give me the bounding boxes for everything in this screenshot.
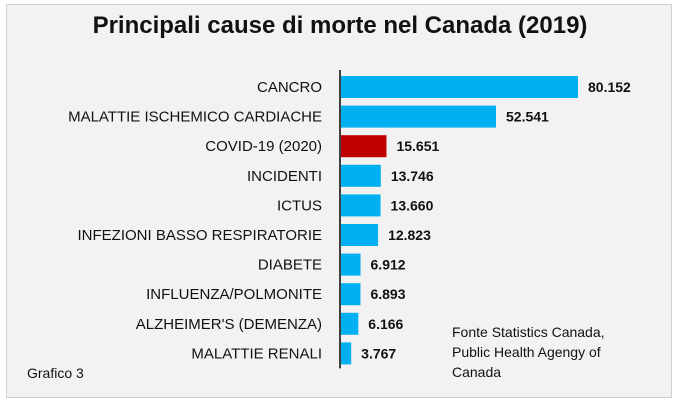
bar-5 <box>340 224 379 246</box>
chart-title: Principali cause di morte nel Canada (20… <box>92 12 588 39</box>
category-label-4: ICTUS <box>277 197 322 214</box>
value-label-2: 15.651 <box>396 138 439 154</box>
value-label-1: 52.541 <box>506 109 549 125</box>
bar-6 <box>340 253 361 276</box>
category-label-6: DIABETE <box>258 257 322 274</box>
value-label-0: 80.152 <box>588 79 631 95</box>
value-label-5: 12.823 <box>388 227 431 243</box>
bar-7 <box>340 283 361 306</box>
value-label-4: 13.660 <box>391 197 434 213</box>
category-label-8: ALZHEIMER'S (DEMENZA) <box>136 316 322 333</box>
value-label-3: 13.746 <box>391 168 434 184</box>
bar-9 <box>340 342 352 365</box>
bar-3 <box>340 164 381 187</box>
source-note: Fonte Statistics Canada, Public Health A… <box>452 324 605 380</box>
category-label-9: MALATTIE RENALI <box>191 345 322 362</box>
category-label-5: INFEZIONI BASSO RESPIRATORIE <box>78 227 323 244</box>
category-label-2: COVID-19 (2020) <box>205 138 322 155</box>
value-label-7: 6.893 <box>370 286 405 302</box>
category-label-0: CANCRO <box>257 79 322 96</box>
bar-1 <box>340 105 497 128</box>
value-label-6: 6.912 <box>371 257 406 273</box>
category-label-3: INCIDENTI <box>247 168 322 185</box>
bar-4 <box>340 194 381 217</box>
value-label-8: 6.166 <box>368 316 403 332</box>
bar-0 <box>340 76 578 98</box>
figure-label: Grafico 3 <box>27 365 84 381</box>
bar-2 <box>340 135 387 158</box>
bar-8 <box>340 312 359 335</box>
value-label-9: 3.767 <box>361 345 396 361</box>
category-label-7: INFLUENZA/POLMONITE <box>146 286 322 303</box>
category-label-1: MALATTIE ISCHEMICO CARDIACHE <box>68 109 322 126</box>
